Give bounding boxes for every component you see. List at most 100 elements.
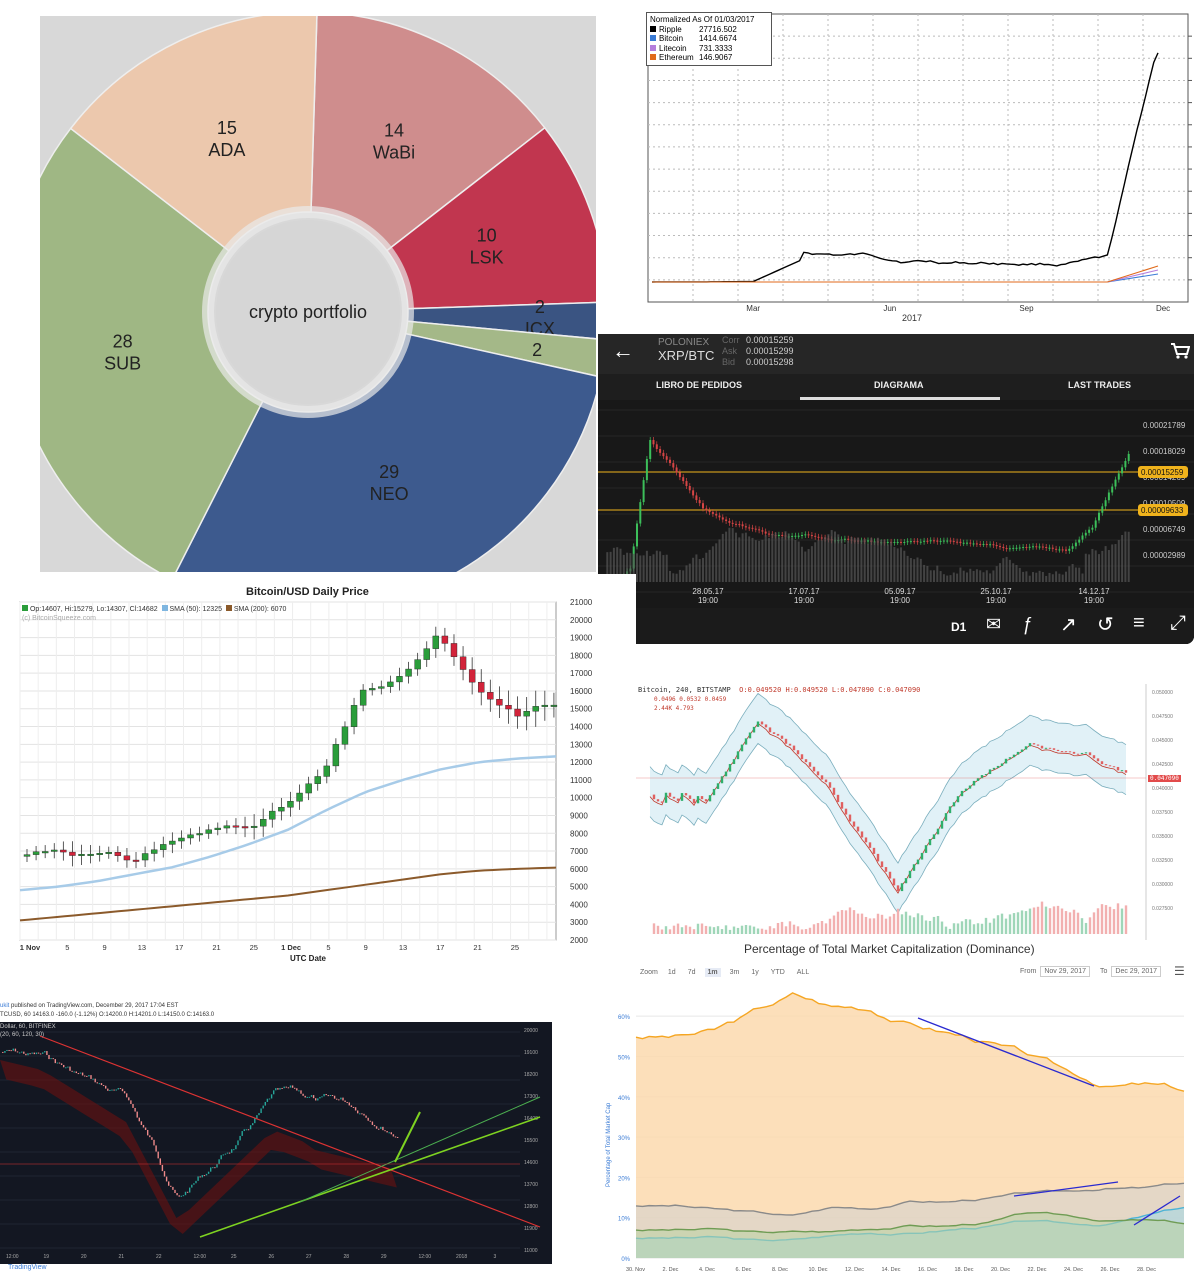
candle-body	[191, 1184, 193, 1188]
candle-body	[989, 544, 992, 546]
candle-body	[660, 801, 664, 803]
candle-body	[387, 681, 394, 687]
candle-body	[1012, 547, 1015, 549]
candle-body	[69, 1066, 71, 1071]
volume-bar	[1056, 905, 1060, 934]
volume-bar	[1024, 911, 1028, 934]
x-tick-label: 12:00	[6, 1254, 19, 1260]
candle-body	[210, 1167, 212, 1172]
volume-bar	[725, 531, 728, 582]
candle-body	[1044, 747, 1048, 749]
volume-bar	[852, 910, 856, 934]
x-tick-label: 26. Dec	[1101, 1267, 1120, 1273]
candle-body	[642, 480, 645, 503]
back-arrow-icon[interactable]: ←	[612, 338, 634, 363]
tab-diagrama[interactable]: DIAGRAMA	[874, 380, 924, 390]
zoom-1m[interactable]: 1m	[704, 968, 721, 977]
y-tick-label: 10000	[570, 794, 593, 803]
candle-body	[744, 738, 748, 745]
candle-body	[314, 776, 321, 784]
candle-body	[1022, 547, 1025, 549]
tab-libro-de-pedidos[interactable]: LIBRO DE PEDIDOS	[656, 380, 743, 390]
indicator-icon[interactable]: ƒ	[1022, 614, 1033, 634]
volume-bar	[876, 537, 879, 582]
candle-body	[886, 541, 889, 543]
draw-line-icon[interactable]: ↗	[1060, 614, 1077, 636]
fullscreen-icon[interactable]: ⤢	[1170, 612, 1186, 634]
y-tick-label: 19100	[524, 1050, 538, 1056]
y-tick-label: 15500	[524, 1138, 538, 1144]
candle-body	[113, 1089, 115, 1091]
to-input[interactable]: Dec 29, 2017	[1111, 966, 1162, 977]
share-icon[interactable]: ↺	[1097, 614, 1114, 636]
candle-body	[919, 541, 922, 543]
candle-body	[196, 833, 203, 836]
candle-body	[1005, 548, 1008, 550]
x-tick-date: 25.10.17	[980, 587, 1012, 596]
candle-body	[972, 543, 975, 545]
volume-bar	[1044, 906, 1048, 934]
candle-body	[187, 834, 194, 839]
volume-bar	[1058, 573, 1061, 582]
series-ethereum	[652, 265, 1159, 283]
legend-value: 731.3333	[699, 43, 733, 53]
price-marker-tag	[1138, 504, 1188, 516]
zoom-7d[interactable]: 7d	[687, 969, 696, 976]
volume-bar	[1012, 563, 1015, 582]
candle-body	[764, 724, 768, 728]
candle-body	[972, 780, 976, 786]
zoom-1y[interactable]: 1y	[751, 969, 759, 976]
volume-bar	[982, 572, 985, 582]
x-tick-date: 14.12.17	[1078, 587, 1110, 596]
zoom-1d[interactable]: 1d	[667, 969, 676, 976]
donut-hole	[216, 220, 400, 404]
x-tick-label: 17	[175, 943, 183, 952]
candle-body	[357, 1110, 359, 1114]
volume-bar	[1104, 905, 1108, 934]
candle-body	[157, 1151, 159, 1159]
from-input[interactable]: Nov 29, 2017	[1040, 966, 1090, 977]
candle-body	[136, 1111, 138, 1118]
alert-bell-icon[interactable]: ✉	[986, 614, 1002, 634]
cart-icon[interactable]	[1170, 342, 1191, 365]
volume-bar	[962, 570, 965, 582]
candle-body	[708, 510, 711, 513]
candle-body	[350, 705, 358, 727]
volume-bar	[1005, 556, 1008, 582]
zoom-all[interactable]: ALL	[796, 969, 810, 976]
tab-last-trades[interactable]: LAST TRADES	[1068, 380, 1131, 390]
candle-body	[996, 765, 1000, 768]
tab-bar: LIBRO DE PEDIDOS DIAGRAMA LAST TRADES	[598, 374, 1194, 400]
settings-sliders-icon[interactable]: ≡	[1133, 612, 1145, 634]
zoom-ytd[interactable]: YTD	[770, 969, 785, 976]
volume-bar	[847, 540, 850, 582]
candle-body	[169, 840, 176, 845]
volume-bar	[639, 555, 642, 582]
candle-body	[277, 1088, 279, 1090]
quote-label: Ask	[722, 346, 738, 356]
zoom-3m[interactable]: 3m	[729, 969, 740, 976]
candle-body	[751, 527, 754, 529]
candle-body	[896, 541, 899, 543]
volume-bar	[609, 551, 612, 582]
volume-bar	[772, 928, 776, 934]
volume-bar	[616, 547, 619, 582]
candle-body	[969, 542, 972, 544]
candle-body	[1008, 548, 1011, 550]
candle-body	[532, 706, 539, 712]
exchange-name: POLONIEX	[658, 337, 710, 348]
x-tick-mar: Mar	[746, 304, 760, 313]
volume-bar	[876, 913, 880, 934]
candle-body	[226, 1152, 229, 1154]
timeframe-button[interactable]: D1	[951, 620, 967, 634]
candle-body	[696, 796, 700, 804]
volume-bar	[992, 570, 995, 582]
volume-bar	[629, 553, 632, 582]
y-tick-label: 19000	[570, 634, 593, 643]
candle-body	[695, 495, 698, 501]
price-marker-value: 0.00015259	[1141, 468, 1184, 477]
candle-body	[305, 783, 312, 794]
volume-bar	[913, 559, 916, 582]
volume-bar	[655, 550, 658, 582]
menu-hamburger-icon[interactable]: ☰	[1174, 964, 1185, 978]
